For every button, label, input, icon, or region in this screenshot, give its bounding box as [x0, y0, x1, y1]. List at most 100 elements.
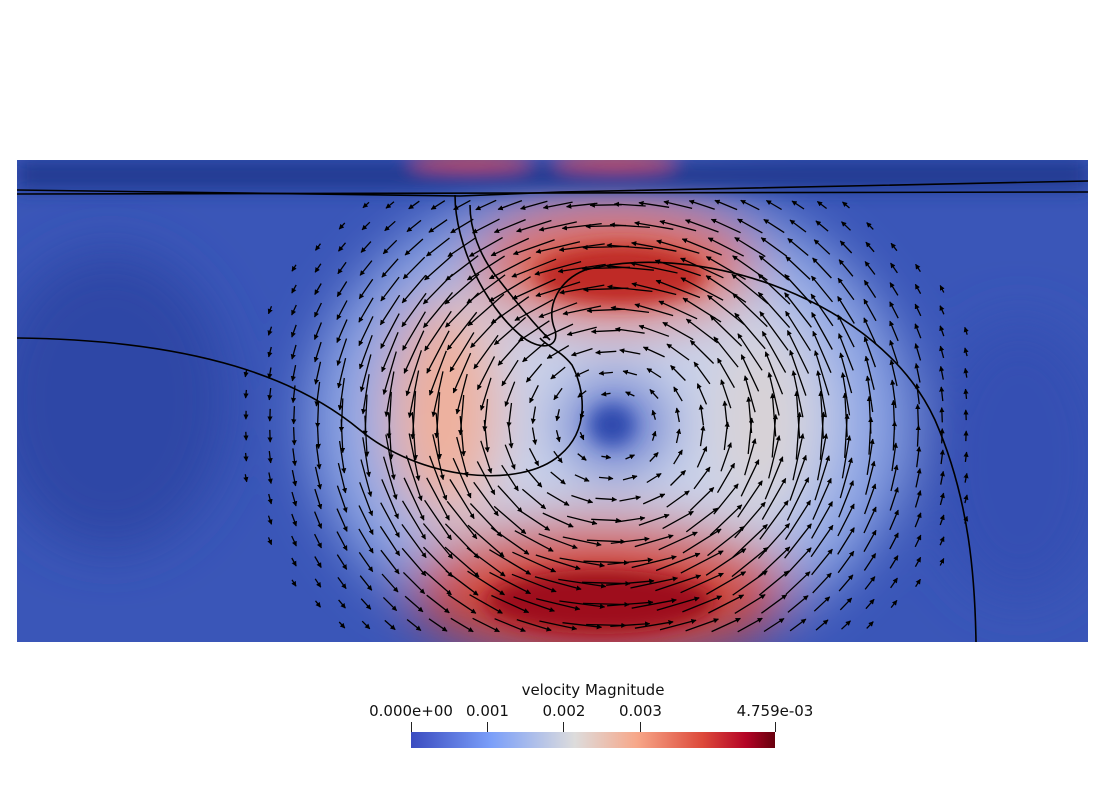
velocity-arrow	[654, 259, 701, 277]
velocity-arrow	[337, 377, 345, 411]
velocity-arrow	[863, 553, 877, 571]
velocity-arrow	[663, 200, 693, 210]
velocity-arrow	[649, 452, 659, 462]
velocity-arrow	[658, 531, 698, 551]
velocity-glyphs	[243, 199, 969, 633]
velocity-arrow	[336, 300, 348, 320]
velocity-arrow	[452, 352, 472, 394]
velocity-arrow	[314, 243, 322, 251]
velocity-arrow	[336, 357, 347, 389]
velocity-arrow	[768, 435, 781, 479]
velocity-arrow	[732, 570, 768, 596]
velocity-arrow	[863, 529, 877, 553]
velocity-arrow	[401, 292, 427, 328]
velocity-arrow	[479, 377, 492, 411]
velocity-arrow	[889, 487, 899, 511]
velocity-arrow	[786, 330, 810, 374]
velocity-arrow	[546, 492, 570, 506]
velocity-arrow	[444, 273, 480, 305]
velocity-arrow	[605, 263, 654, 271]
velocity-arrow	[606, 242, 654, 250]
velocity-arrow	[785, 310, 811, 352]
legend-tick-mark	[639, 722, 641, 732]
velocity-arrow	[939, 514, 945, 526]
velocity-arrow	[516, 618, 552, 632]
velocity-arrow	[655, 279, 701, 299]
velocity-arrow	[291, 535, 297, 547]
velocity-arrow	[757, 523, 791, 559]
velocity-arrow	[381, 258, 399, 278]
velocity-arrow	[674, 407, 681, 423]
velocity-arrow	[380, 276, 400, 302]
velocity-arrow	[491, 594, 530, 614]
velocity-arrow	[291, 491, 298, 507]
velocity-arrow	[579, 431, 585, 441]
velocity-arrow	[428, 219, 448, 233]
velocity-arrow	[577, 390, 587, 398]
velocity-arrow	[837, 277, 855, 301]
velocity-arrow	[501, 359, 519, 387]
velocity-arrow	[890, 577, 898, 589]
velocity-arrow	[789, 618, 807, 632]
velocity-arrow	[338, 222, 346, 230]
velocity-arrow	[426, 330, 450, 374]
velocity-arrow	[914, 490, 922, 508]
velocity-arrow	[404, 595, 424, 613]
velocity-arrow	[837, 550, 855, 574]
velocity-arrow	[450, 617, 474, 633]
velocity-arrow	[732, 292, 768, 328]
velocity-arrow	[706, 571, 747, 595]
velocity-arrow	[815, 220, 829, 232]
velocity-arrow	[737, 218, 763, 234]
velocity-arrow	[601, 454, 612, 460]
velocity-arrow	[732, 524, 768, 558]
velocity-arrow	[337, 577, 347, 590]
velocity-arrow	[705, 275, 747, 303]
velocity-arrow	[405, 455, 423, 502]
velocity-arrow	[758, 255, 790, 281]
velocity-arrow	[315, 402, 321, 429]
velocity-arrow	[789, 454, 807, 501]
velocity-arrow	[838, 480, 854, 518]
velocity-arrow	[401, 500, 427, 540]
velocity-arrow	[939, 325, 945, 337]
velocity-arrow	[914, 556, 922, 568]
velocity-arrow	[740, 199, 760, 211]
velocity-arrow	[586, 308, 625, 314]
velocity-arrow	[472, 218, 500, 234]
velocity-arrow	[558, 578, 607, 589]
velocity-arrow	[518, 320, 550, 342]
velocity-arrow	[336, 531, 348, 551]
velocity-arrow	[939, 407, 945, 423]
velocity-arrow	[963, 388, 969, 399]
velocity-arrow	[939, 428, 945, 444]
velocity-arrow	[586, 539, 626, 545]
velocity-arrow	[915, 578, 921, 588]
velocity-arrow	[784, 523, 812, 559]
velocity-arrow	[868, 416, 874, 455]
velocity-arrow	[939, 492, 945, 506]
velocity-arrow	[698, 404, 705, 426]
velocity-arrow	[785, 571, 811, 595]
velocity-arrow	[863, 298, 877, 322]
velocity-arrow	[402, 311, 426, 351]
velocity-arrow	[815, 619, 829, 631]
velocity-arrow	[315, 423, 321, 450]
velocity-arrow	[511, 573, 557, 593]
velocity-arrow	[651, 430, 657, 441]
velocity-arrow	[785, 256, 811, 280]
velocity-arrow	[889, 282, 899, 296]
velocity-arrow	[813, 596, 831, 612]
velocity-arrow	[379, 294, 401, 326]
velocity-arrow	[649, 389, 659, 399]
velocity-arrow	[290, 344, 297, 360]
velocity-arrow	[313, 341, 322, 363]
velocity-arrow	[313, 511, 323, 529]
velocity-arrow	[600, 391, 611, 397]
velocity-arrow	[914, 383, 920, 405]
velocity-arrow	[361, 221, 371, 231]
velocity-arrow	[914, 362, 921, 383]
velocity-arrow	[680, 550, 724, 574]
velocity-arrow	[444, 546, 480, 578]
